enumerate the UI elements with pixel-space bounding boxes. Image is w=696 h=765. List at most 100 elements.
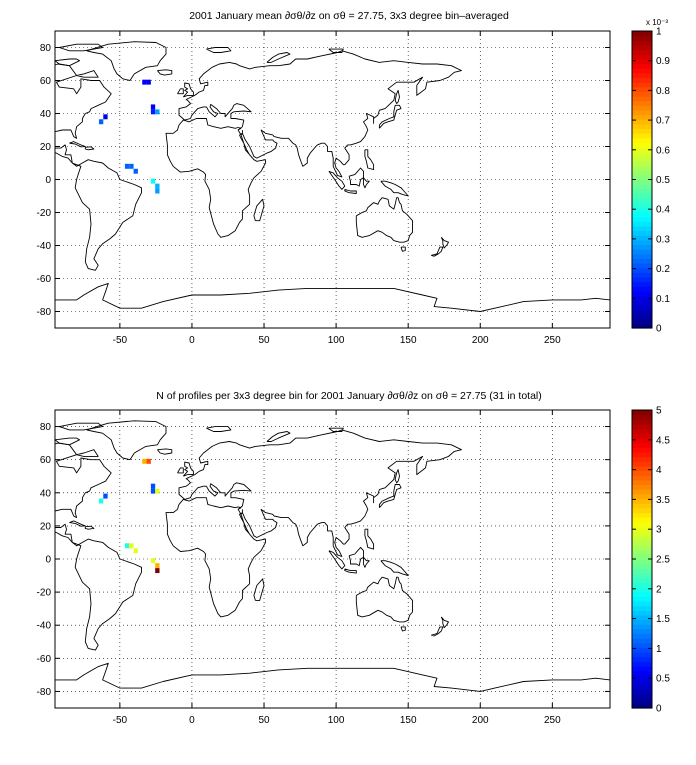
x-tick-label: 150 [400, 715, 417, 726]
coastline [253, 578, 265, 601]
x-tick-label: 100 [328, 335, 345, 346]
colorbar-segment [632, 211, 652, 218]
colorbar-segment [632, 670, 652, 677]
colorbar-segment [632, 174, 652, 181]
colorbar-tick-label: 4 [656, 465, 662, 476]
x-tick-label: 0 [189, 715, 195, 726]
coastline [182, 82, 194, 98]
y-tick-label: -20 [37, 588, 52, 599]
colorbar-segment [632, 554, 652, 560]
colorbar-segment [632, 568, 652, 574]
colorbar-tick-label: 0.7 [656, 116, 670, 127]
colorbar-segment [632, 44, 652, 51]
colorbar-segment [632, 647, 652, 653]
coastline [431, 626, 444, 637]
data-bin [155, 109, 160, 115]
colorbar-segment [632, 689, 652, 695]
colorbar-segment [632, 304, 652, 311]
data-bin [142, 79, 147, 85]
data-bin [150, 558, 156, 564]
colorbar-tick-label: 5 [656, 406, 662, 417]
coastline [380, 560, 409, 577]
coastline [157, 448, 173, 455]
colorbar-segment [632, 642, 652, 649]
colorbar-segment [632, 577, 652, 583]
y-tick-label: -60 [37, 274, 52, 285]
map-panel-bottom: -50 0 50 100 150 200 250-80-60-40-200204060800… [37, 406, 671, 727]
colorbar-segment [632, 470, 652, 476]
colorbar-segment [632, 253, 652, 259]
colorbar-bottom: 0 0.5 1 1.5 2 2.5 3 3.5 4 4.5 5 [631, 406, 670, 715]
colorbar-segment [632, 184, 652, 190]
data-bin [150, 178, 156, 184]
colorbar-segment [632, 105, 652, 111]
y-tick-label: -60 [37, 654, 52, 665]
colorbar-segment [632, 179, 652, 185]
data-bin [142, 458, 147, 464]
colorbar-segment [632, 526, 652, 532]
colorbar-segment [632, 680, 652, 686]
colorbar-segment [632, 123, 652, 130]
coastline [266, 52, 291, 63]
data-bin [129, 543, 134, 549]
data-bin [124, 543, 130, 549]
colorbar-segment [632, 263, 652, 269]
x-tick-label: 250 [544, 715, 561, 726]
colorbar-segment [632, 300, 652, 306]
colorbar-segment [632, 572, 652, 579]
y-tick-label: 80 [40, 422, 52, 433]
colorbar-segment [632, 137, 652, 143]
y-tick-label: 60 [40, 76, 52, 87]
colorbar-segment [632, 531, 652, 537]
coastline [440, 616, 449, 629]
coastline [76, 449, 99, 457]
colorbar-tick-label: 0.6 [656, 145, 670, 156]
colorbar-segment [632, 82, 652, 88]
colorbar-segment [632, 489, 652, 495]
colorbar-segment [632, 614, 652, 621]
coastline [364, 149, 375, 171]
colorbar-segment [632, 156, 652, 162]
colorbar-segment [632, 109, 652, 116]
coastline [86, 420, 167, 461]
colorbar-segment [632, 49, 652, 55]
colorbar-segment [632, 456, 652, 462]
colorbar-tick-label: 1.5 [656, 614, 670, 625]
coastline [206, 426, 232, 432]
coastline [378, 104, 402, 129]
x-tick-label: 50 [258, 715, 270, 726]
colorbar-tick-label: 3.5 [656, 495, 670, 506]
x-tick-label: 50 [258, 335, 270, 346]
colorbar-segment [632, 512, 652, 518]
colorbar-segment [632, 198, 652, 204]
colorbar-segment [632, 428, 652, 434]
colorbar-segment [632, 40, 652, 46]
colorbar-segment [632, 95, 652, 102]
colorbar-segment [632, 703, 652, 709]
colorbar-segment [632, 559, 652, 565]
colorbar-segment [632, 276, 652, 283]
colorbar-exponent-label: x 10⁻³ [646, 18, 668, 27]
coastline [394, 89, 400, 105]
data-bin [98, 498, 104, 504]
coastline [69, 141, 86, 148]
colorbar-segment [632, 114, 652, 120]
colorbar-segment [632, 498, 652, 504]
coastline [363, 177, 370, 189]
coastline [253, 198, 265, 222]
colorbar-tick-label: 2.5 [656, 555, 670, 566]
colorbar-segment [632, 507, 652, 514]
x-tick-label: -50 [113, 715, 128, 726]
colorbar-tick-label: 3 [656, 525, 662, 536]
colorbar-segment [632, 230, 652, 236]
colorbar-segment [632, 193, 652, 199]
colorbar-segment [632, 675, 652, 681]
coastline [59, 422, 104, 431]
colorbar-segment [632, 535, 652, 541]
y-tick-label: 40 [40, 109, 52, 120]
colorbar-segment [632, 610, 652, 616]
colorbar-segment [632, 202, 652, 208]
colorbar-tick-label: 0.5 [656, 175, 670, 186]
coastline [348, 167, 364, 187]
